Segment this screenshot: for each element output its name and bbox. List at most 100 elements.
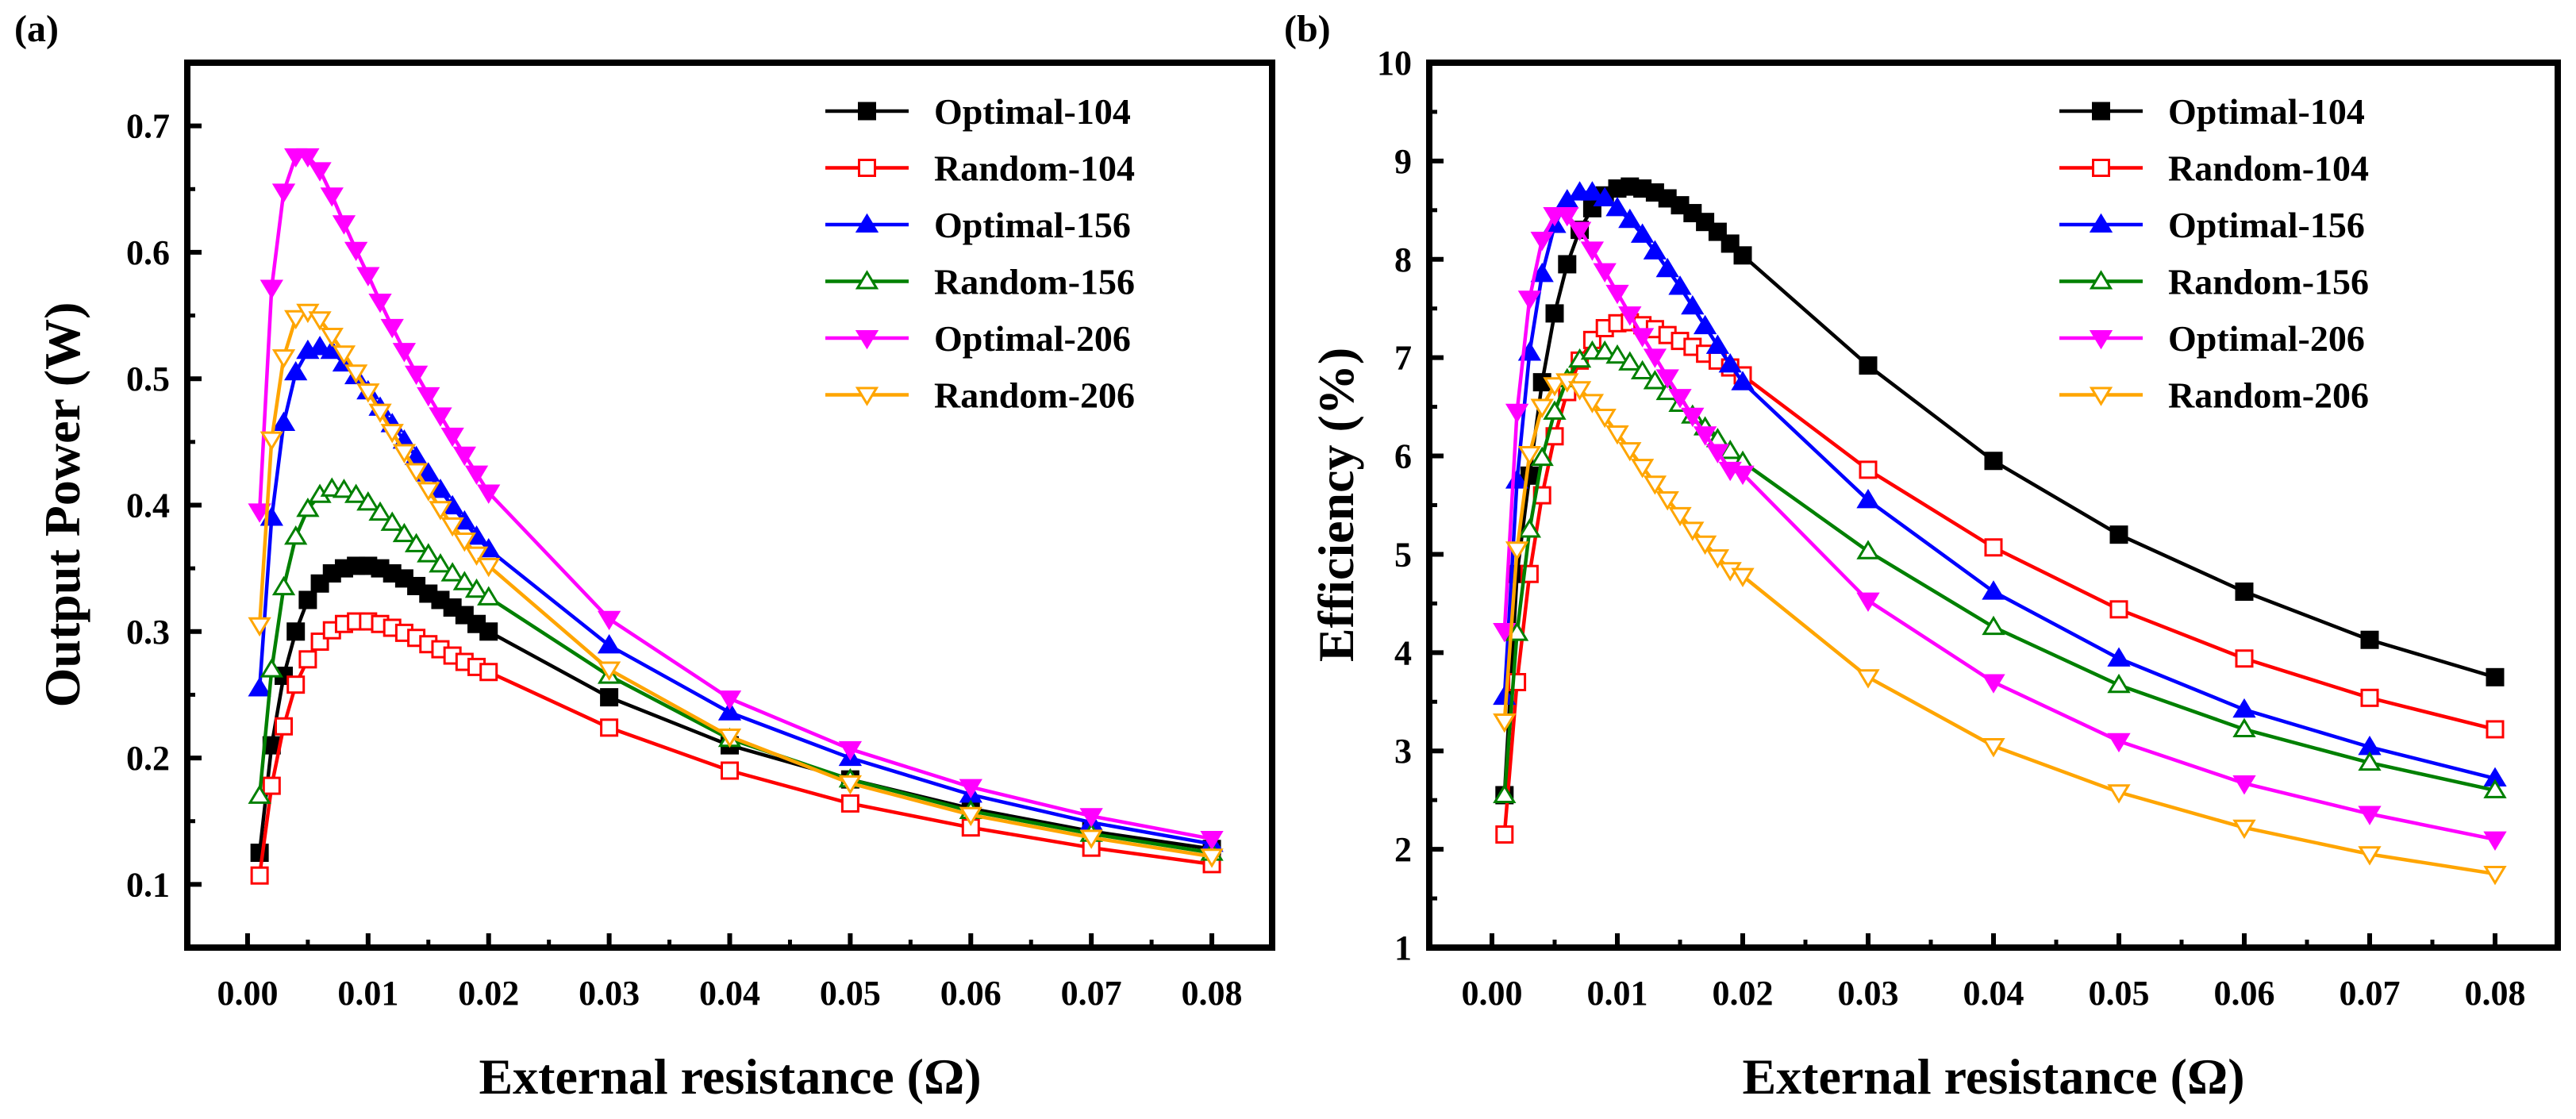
legend-marker: [2089, 386, 2113, 406]
data-point: [368, 501, 392, 521]
data-point: [2235, 583, 2254, 602]
panel-a: (a) 0.00 0.01 0.02 0.03 0.04 0.05 0.06 0.07 0.08…: [14, 8, 1275, 1105]
tick-labels-b: 0.00 0.01 0.02 0.03 0.04 0.05 0.06 0.07 0.08 1 2 3 4…: [1377, 44, 2526, 1013]
data-point: [248, 677, 271, 697]
data-point: [298, 590, 317, 609]
data-point: [1655, 257, 1679, 278]
data-point: [344, 483, 368, 503]
data-point: [332, 215, 356, 235]
data-point: [1982, 674, 2005, 694]
legend-marker: [855, 386, 879, 406]
data-point: [1517, 446, 1542, 466]
data-point: [1558, 255, 1577, 274]
series-random-104: [1495, 313, 2505, 844]
data-point: [2232, 717, 2256, 738]
legend-entry: Random-156: [825, 262, 1135, 302]
data-point: [298, 650, 317, 669]
data-point: [1567, 221, 1592, 241]
legend-entry: Optimal-156: [825, 205, 1131, 245]
legend-label: Optimal-156: [2168, 205, 2365, 245]
legend-marker: [2089, 213, 2113, 233]
data-point: [1593, 263, 1617, 283]
data-point: [1984, 452, 2003, 471]
series-optimal-206: [1493, 206, 2507, 852]
x-tick-label: 0.00: [1462, 974, 1523, 1013]
data-point: [440, 562, 464, 582]
legend-a: Optimal-104 Random-104 Optimal-156 Random-1…: [825, 91, 1135, 416]
data-point: [286, 622, 306, 641]
data-point: [271, 349, 296, 369]
data-point: [429, 407, 452, 427]
data-point: [248, 503, 271, 523]
data-point: [284, 525, 308, 545]
data-point: [1643, 475, 1667, 495]
data-point: [1593, 340, 1617, 360]
series-optimal-104: [250, 556, 1221, 863]
legend-b: Optimal-104 Random-104 Optimal-156 Random-1…: [2059, 91, 2369, 416]
data-point: [1693, 426, 1717, 446]
data-point: [1982, 580, 2005, 600]
legend-marker: [855, 329, 879, 350]
data-point: [2483, 779, 2507, 798]
series-optimal-206: [248, 148, 1224, 851]
series-line: [257, 486, 1213, 855]
y-tick-label: 0.2: [126, 739, 170, 778]
data-point: [308, 311, 332, 331]
data-point: [404, 365, 429, 386]
data-point: [1079, 829, 1103, 849]
x-tick-label: 0.08: [2465, 974, 2526, 1013]
data-point: [404, 533, 429, 552]
data-point: [2358, 751, 2382, 771]
data-point: [1681, 407, 1705, 428]
data-point: [1643, 240, 1667, 260]
data-point: [392, 522, 417, 543]
data-point: [440, 517, 464, 537]
data-point: [959, 779, 982, 799]
legend-entry: Optimal-104: [825, 91, 1131, 132]
panel-b: (b) 0.00 0.01 0.02 0.03 0.04 0.05 0.06 0.07 0.08…: [1284, 8, 2561, 1105]
data-point: [717, 690, 742, 710]
series-random-206: [248, 303, 1224, 868]
data-point: [1731, 465, 1755, 486]
data-point: [2486, 667, 2505, 686]
legend-label: Random-104: [2168, 148, 2369, 189]
data-point: [1681, 294, 1705, 315]
data-point: [320, 187, 344, 207]
data-point: [2358, 806, 2382, 825]
x-tick-label: 0.03: [579, 974, 640, 1013]
y-tick-label: 6: [1394, 437, 1412, 476]
data-point: [2483, 866, 2507, 886]
data-point: [1618, 306, 1642, 326]
data-point: [308, 336, 332, 356]
data-point: [1705, 549, 1730, 569]
data-point: [2107, 673, 2131, 694]
legend-entry: Random-104: [2059, 148, 2369, 189]
data-point: [392, 444, 417, 463]
data-point: [1567, 381, 1592, 401]
data-point: [271, 575, 296, 596]
data-point: [332, 345, 356, 365]
y-tick-label: 0.3: [126, 613, 170, 652]
data-point: [1693, 314, 1717, 335]
data-point: [1605, 284, 1629, 305]
data-point: [429, 501, 452, 521]
data-point: [1630, 360, 1655, 380]
data-point: [1859, 460, 1878, 479]
data-point: [600, 718, 619, 737]
x-tick-label: 0.06: [2214, 974, 2275, 1013]
y-tick-label: 0.4: [126, 486, 170, 525]
data-point: [2107, 647, 2131, 667]
data-point: [479, 622, 498, 641]
data-point: [271, 183, 296, 203]
data-point: [1856, 540, 1880, 560]
data-point: [477, 586, 501, 606]
legend-label: Random-156: [2168, 262, 2369, 302]
x-tick-label: 0.07: [2340, 974, 2401, 1013]
x-tick-label: 0.05: [820, 974, 881, 1013]
data-point: [1681, 521, 1705, 541]
data-point: [1530, 446, 1554, 467]
data-point: [1580, 394, 1605, 413]
legend-marker: [2089, 329, 2113, 350]
x-axis-title-b: External resistance (Ω): [1742, 1048, 2244, 1105]
legend-entry: Optimal-104: [2059, 91, 2365, 132]
